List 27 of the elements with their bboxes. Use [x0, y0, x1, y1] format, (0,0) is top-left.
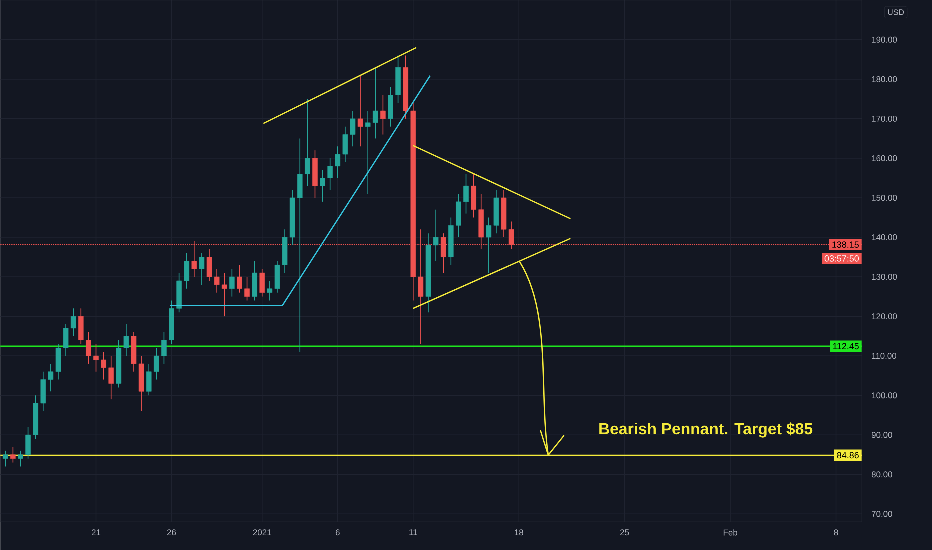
ref-line-label: 112.45: [833, 343, 859, 350]
y-tick-label: 170.00: [872, 116, 898, 122]
x-tick-label: Feb: [724, 530, 738, 536]
y-tick-label: 190.00: [872, 36, 898, 43]
y-tick-label: 120.00: [872, 314, 898, 320]
x-tick-label: 2021: [253, 530, 272, 536]
y-tick-label: 140.00: [872, 234, 898, 240]
x-tick-label: 25: [620, 530, 630, 536]
x-tick-label: 6: [336, 530, 340, 536]
y-tick-label: 100.00: [872, 392, 898, 399]
y-tick-label: 150.00: [872, 194, 898, 201]
annotation: 03:57:50: [824, 256, 860, 262]
x-tick-label: 18: [515, 530, 524, 536]
ref-line-label: 138.15: [832, 242, 859, 248]
ref-line-label: 84.86: [837, 452, 859, 459]
x-tick-label: 21: [92, 530, 101, 536]
y-tick-label: 130.00: [872, 274, 898, 280]
y-tick-label: 70.00: [872, 511, 892, 518]
x-tick-label: 11: [410, 530, 418, 536]
y-tick-label: 110.00: [872, 353, 896, 360]
y-tick-label: 180.00: [872, 76, 898, 82]
y-tick-label: 90.00: [872, 432, 892, 438]
y-tick-label: 160.00: [872, 155, 898, 162]
x-tick-label: 8: [834, 530, 838, 536]
x-tick-label: 26: [167, 530, 176, 536]
annotation: Bearish Pennant. Target $85: [600, 422, 813, 438]
y-tick-label: 80.00: [872, 472, 892, 478]
